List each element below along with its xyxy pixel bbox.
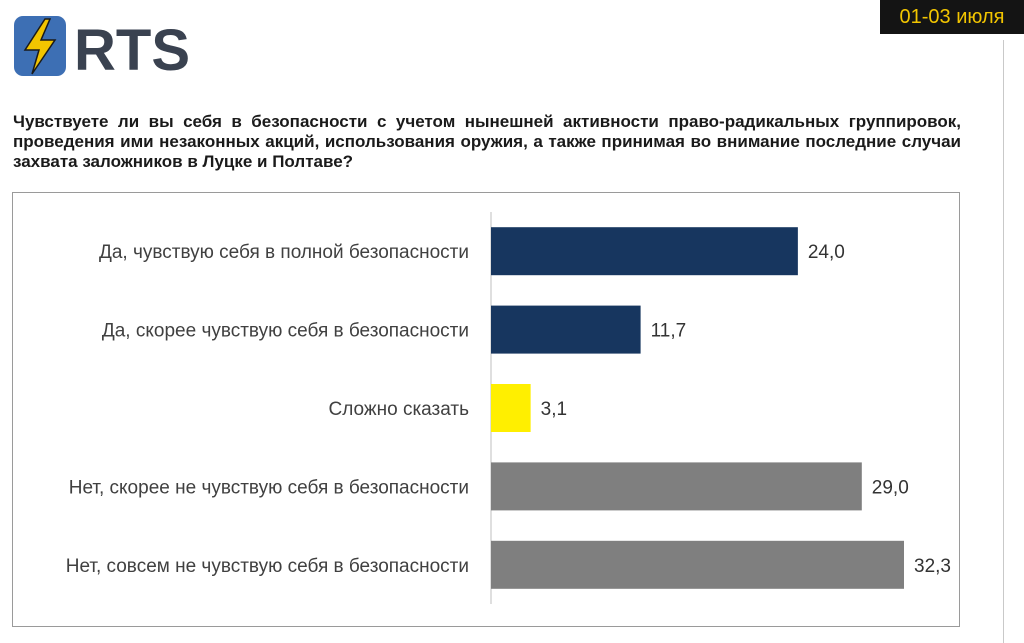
category-label: Сложно сказать: [329, 399, 470, 420]
rts-logo: RTS: [14, 16, 190, 80]
bar: [491, 540, 904, 589]
category-label: Да, чувствую себя в полной безопасности: [99, 242, 469, 263]
lightning-icon: [23, 18, 57, 75]
logo-wordmark: RTS: [74, 18, 190, 80]
data-label: 29,0: [872, 477, 909, 498]
data-label: 32,3: [914, 556, 951, 577]
category-label: Нет, скорее не чувствую себя в безопасно…: [69, 477, 469, 498]
survey-question: Чувствуете ли вы себя в безопасности с у…: [13, 112, 961, 171]
data-label: 3,1: [541, 399, 567, 420]
data-label: 24,0: [808, 242, 845, 263]
category-label: Да, скорее чувствую себя в безопасности: [102, 321, 469, 342]
bar: [491, 384, 531, 432]
page-divider: [1003, 40, 1004, 643]
bar: [491, 462, 862, 511]
category-label: Нет, совсем не чувствую себя в безопасно…: [66, 556, 469, 577]
bar: [491, 305, 641, 354]
data-label: 11,7: [651, 321, 687, 342]
bar: [491, 227, 798, 276]
date-badge: 01-03 июля: [880, 0, 1024, 34]
chart-frame: [12, 192, 960, 627]
